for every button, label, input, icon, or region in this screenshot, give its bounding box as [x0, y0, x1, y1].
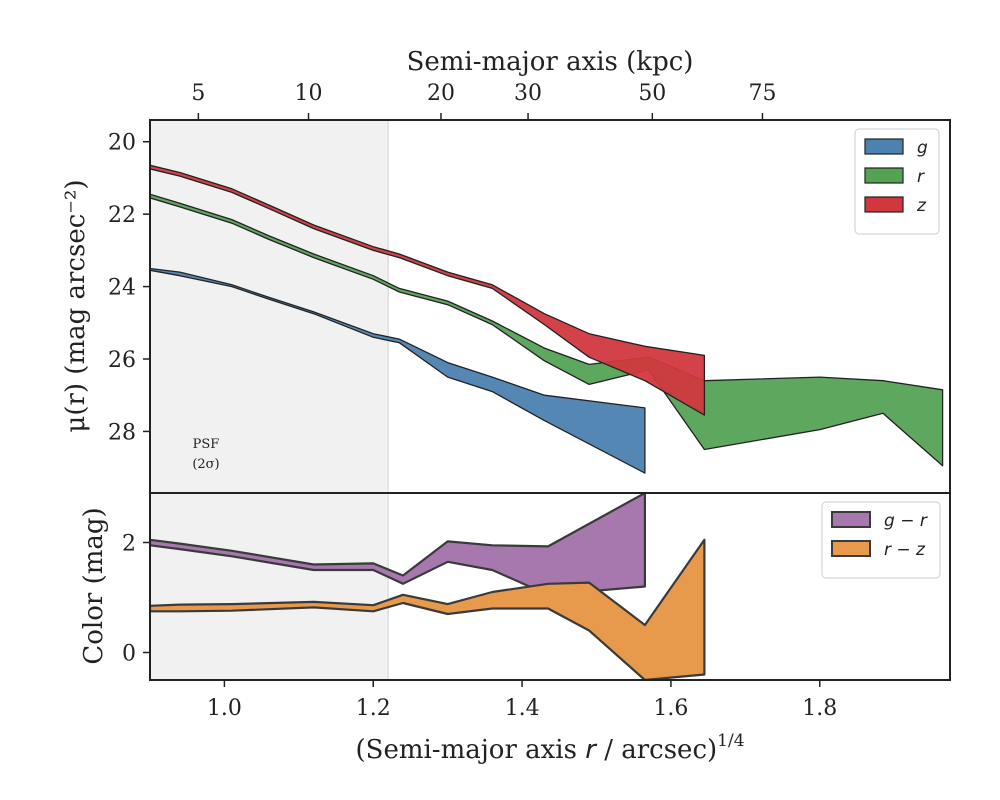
- psf-shade-top: [150, 120, 389, 493]
- psf-label: PSF: [193, 437, 220, 452]
- band-r: [150, 193, 944, 467]
- kpc-tick-label: 75: [748, 81, 776, 106]
- legend-swatch: [864, 167, 904, 184]
- legend-swatch: [864, 196, 904, 213]
- color-legend: g − r r − z: [821, 501, 941, 579]
- x-tick-label: 1.6: [653, 696, 688, 721]
- band-g: [150, 267, 646, 474]
- top-axis-title: Semi-major axis (kpc): [407, 47, 694, 77]
- color-y-tick-label: 0: [122, 642, 136, 667]
- kpc-tick-label: 50: [638, 81, 666, 106]
- x-tick-label: 1.8: [802, 696, 837, 721]
- band-legend: grz: [854, 128, 940, 235]
- x-axis-title-suffix: / arcsec): [596, 735, 717, 765]
- y-tick-label: 20: [108, 131, 136, 156]
- x-tick-label: 1.4: [505, 696, 540, 721]
- color-panel: 02 1.0 1.2 1.4 1.6 1.8 Color (mag) (Semi-maj…: [79, 492, 951, 765]
- kpc-tick-label: 5: [191, 81, 205, 106]
- legend-label: g − r: [884, 511, 928, 531]
- surface-brightness-panel: 20 22 24 26 28 5 10 20 30 50 75 PSF (2σ) Semi-maj…: [61, 47, 951, 494]
- kpc-tick-label: 30: [514, 81, 542, 106]
- color-band-g-r: [150, 493, 646, 596]
- psf-shaded-region: [150, 120, 389, 493]
- color-axis-title: Color (mag): [79, 507, 109, 664]
- color-band-r-z: [150, 538, 706, 680]
- color-bands: [150, 493, 706, 680]
- x-axis-title-prefix: (Semi-major axis: [355, 735, 585, 765]
- surface-brightness-bands: [150, 164, 944, 474]
- y-tick-label: 24: [108, 276, 136, 301]
- surface-brightness-axis-title: μ(r) (mag arcsec⁻²): [61, 179, 91, 432]
- color-frame: [149, 492, 951, 681]
- kpc-tick-label: 20: [427, 81, 455, 106]
- legend-swatch: [831, 540, 871, 557]
- legend-label: r − z: [884, 540, 926, 560]
- psf-sigma-label: (2σ): [192, 457, 219, 472]
- kpc-axis-ticks: 5 10 20 30 50 75: [191, 81, 776, 120]
- legend-label: r: [917, 167, 925, 187]
- surface-brightness-y-ticks: 20 22 24 26 28: [108, 131, 150, 445]
- legend-label: g: [917, 138, 928, 158]
- x-axis-title-exponent: 1/4: [717, 731, 744, 751]
- x-axis-title: (Semi-major axis r / arcsec)1/4: [355, 731, 744, 765]
- psf-shade-bottom: [150, 493, 389, 680]
- legend-swatch: [831, 511, 871, 528]
- kpc-tick-label: 10: [295, 81, 323, 106]
- psf-shaded-region-color: [150, 493, 389, 680]
- y-tick-label: 26: [108, 348, 136, 373]
- legend-label: z: [916, 196, 927, 216]
- x-axis-ticks: 1.0 1.2 1.4 1.6 1.8: [207, 680, 837, 721]
- x-tick-label: 1.2: [356, 696, 391, 721]
- band-z: [150, 164, 706, 416]
- x-tick-label: 1.0: [207, 696, 242, 721]
- x-axis-title-var: r: [585, 735, 598, 765]
- y-tick-label: 28: [108, 420, 136, 445]
- color-y-tick-label: 2: [122, 532, 136, 557]
- bottom-panel-border: [149, 492, 951, 681]
- y-tick-label: 22: [108, 203, 136, 228]
- legend-swatch: [864, 138, 904, 155]
- color-y-ticks: 02: [122, 532, 150, 667]
